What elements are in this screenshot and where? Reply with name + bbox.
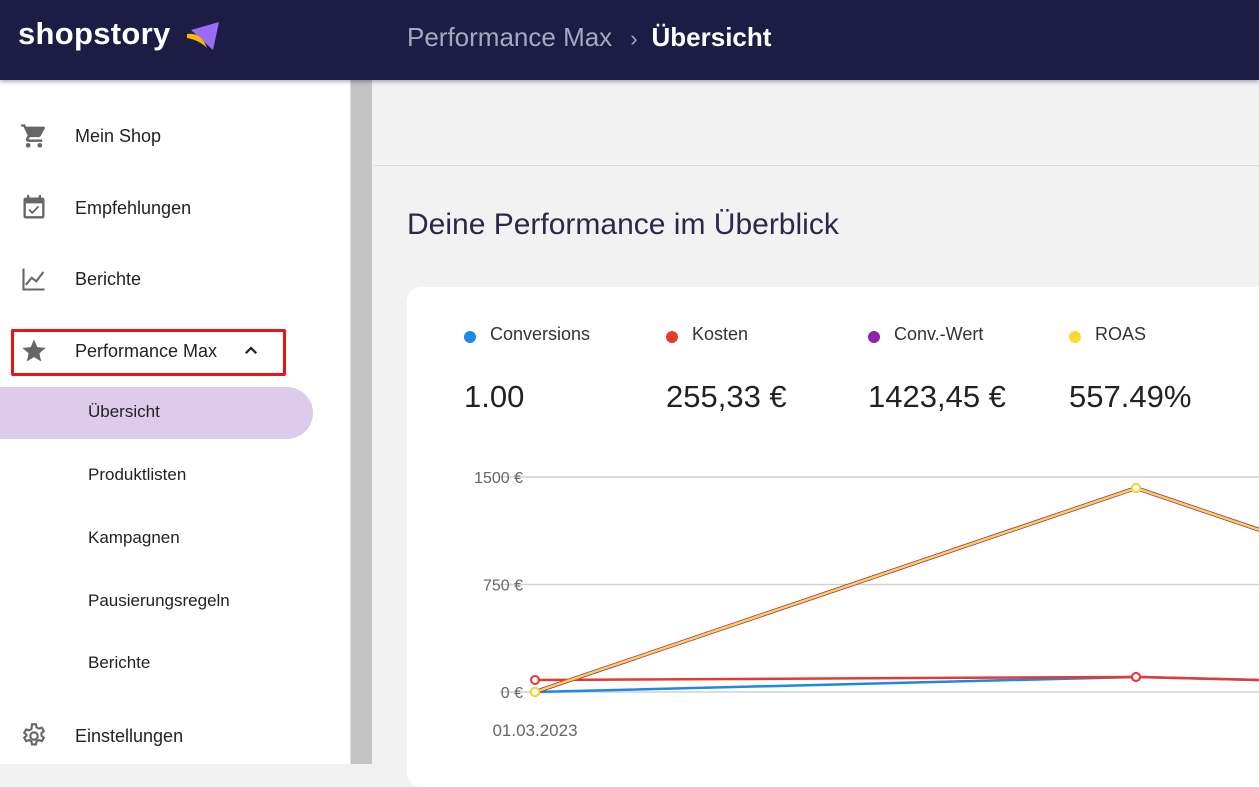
y-tick-label: 0 € xyxy=(501,685,523,702)
legend-dot xyxy=(666,331,678,343)
x-tick-label: 01.03.2023 xyxy=(492,721,577,740)
kpi-name[interactable]: Conversions xyxy=(490,324,591,344)
data-point xyxy=(530,674,540,685)
chevron-right-icon: › xyxy=(630,26,638,51)
label: Performance Max xyxy=(75,340,218,361)
chevron-up-icon[interactable] xyxy=(242,342,260,360)
scrollbar[interactable] xyxy=(350,80,372,764)
kpi-name[interactable]: Conv.-Wert xyxy=(894,324,984,344)
star-icon xyxy=(22,339,46,362)
sidebar-subitem-pausierungsregeln[interactable]: Pausierungsregeln xyxy=(88,591,230,610)
label: Empfehlungen xyxy=(75,197,192,218)
series-line-conv-wert xyxy=(534,485,1259,694)
breadcrumb-parent[interactable]: Performance Max xyxy=(407,22,613,52)
legend-dot xyxy=(464,331,476,343)
series-line-roas xyxy=(534,486,1259,694)
breadcrumb-current: Übersicht xyxy=(651,22,772,52)
sidebar-subitem-berichte[interactable]: Berichte xyxy=(88,653,151,672)
kpi-value: 255,33 € xyxy=(666,379,787,414)
label: Einstellungen xyxy=(75,725,184,746)
active-item-bg xyxy=(0,387,313,439)
kpi-value: 557.49% xyxy=(1069,379,1192,414)
logo-text: shopstory xyxy=(18,16,171,51)
sidebar-subitem-produktlisten[interactable]: Produktlisten xyxy=(88,465,187,484)
series-group xyxy=(530,483,1259,697)
y-tick-label: 1500 € xyxy=(474,470,523,487)
data-point xyxy=(1131,671,1141,682)
logo-icon xyxy=(187,22,219,50)
label: Mein Shop xyxy=(75,125,162,146)
data-point xyxy=(1131,483,1141,494)
kpi-value: 1.00 xyxy=(464,379,525,414)
label: Berichte xyxy=(75,268,142,289)
sidebar-subitem-uebersicht[interactable]: Übersicht xyxy=(88,402,160,421)
line-chart: 0 € 750 € 1500 € 01.03.2023 xyxy=(474,470,1259,740)
page-title: Deine Performance im Überblick xyxy=(407,208,839,241)
legend-dot xyxy=(1069,331,1081,343)
kpi-value: 1423,45 € xyxy=(868,379,1006,414)
data-point xyxy=(530,687,540,697)
chart-line-icon xyxy=(22,268,45,291)
logo[interactable]: shopstory xyxy=(18,16,219,52)
cart-icon xyxy=(21,124,45,148)
sidebar-subitem-kampagnen[interactable]: Kampagnen xyxy=(88,528,180,547)
performance-card xyxy=(407,287,1259,787)
kpi-name[interactable]: Kosten xyxy=(692,324,749,344)
breadcrumb: Performance Max › Übersicht xyxy=(407,22,771,53)
legend-dot xyxy=(868,331,880,343)
kpi-name[interactable]: ROAS xyxy=(1095,324,1147,344)
highlight-box xyxy=(11,329,286,376)
content-header xyxy=(374,80,1259,166)
y-tick-label: 750 € xyxy=(483,578,523,595)
gear-icon xyxy=(22,723,46,746)
top-bar: shopstory Performance Max › Übersicht xyxy=(0,0,1259,80)
calendar-check-icon xyxy=(23,195,45,219)
